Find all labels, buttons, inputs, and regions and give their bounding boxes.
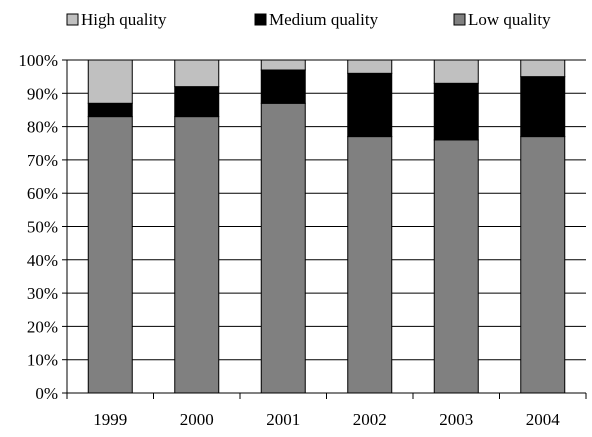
bar-2003-low-quality (433, 139, 479, 394)
bar-2001-low-quality (260, 102, 306, 394)
y-axis-ticks: 0% 10% 20% 30% 40% 50% 60% 70% 80% 90% 100% (18, 51, 67, 403)
bar-1999-low-quality (87, 116, 133, 394)
x-tick-label: 2003 (439, 410, 473, 429)
y-tick-label: 100% (18, 51, 58, 70)
y-tick-label: 20% (27, 317, 58, 336)
y-tick-label: 70% (27, 151, 58, 170)
y-tick-label: 50% (27, 218, 58, 237)
x-tick-label: 2001 (266, 410, 300, 429)
bar-group (87, 59, 566, 394)
bar-2002-medium-quality (347, 72, 393, 138)
gridlines (67, 59, 586, 361)
bar-2004-high-quality (520, 59, 566, 78)
bar-2004-medium-quality (520, 76, 566, 138)
legend-label-high-quality: High quality (81, 10, 167, 29)
legend-swatch-medium-quality (254, 13, 267, 26)
y-tick-label: 10% (27, 351, 58, 370)
bar-2003-medium-quality (433, 82, 479, 141)
bar-2002-high-quality (347, 59, 393, 74)
x-tick-label: 1999 (93, 410, 127, 429)
bar-1999-medium-quality (87, 102, 133, 118)
y-tick-label: 80% (27, 118, 58, 137)
chart-legend: High quality Medium quality Low quality (66, 10, 551, 29)
legend-swatch-high-quality (66, 13, 79, 26)
y-tick-label: 30% (27, 284, 58, 303)
legend-label-low-quality: Low quality (468, 10, 551, 29)
x-tick-label: 2000 (180, 410, 214, 429)
bar-1999-high-quality (87, 59, 133, 104)
bar-2001-medium-quality (260, 69, 306, 104)
x-tick-label: 2002 (353, 410, 387, 429)
legend-swatch-low-quality (453, 13, 466, 26)
bar-2002-low-quality (347, 136, 393, 394)
bar-2003-high-quality (433, 59, 479, 84)
y-tick-label: 40% (27, 251, 58, 270)
bar-2001-high-quality (260, 59, 306, 71)
axes (66, 60, 587, 399)
x-axis-ticks: 1999 2000 2001 2002 2003 2004 (93, 410, 560, 429)
y-tick-label: 90% (27, 84, 58, 103)
x-tick-label: 2004 (526, 410, 561, 429)
legend-label-medium-quality: Medium quality (269, 10, 379, 29)
bar-2000-low-quality (174, 116, 220, 394)
bar-2000-high-quality (174, 59, 220, 88)
bar-2004-low-quality (520, 136, 566, 394)
y-tick-label: 60% (27, 184, 58, 203)
bar-2000-medium-quality (174, 86, 220, 118)
y-tick-label: 0% (35, 384, 58, 403)
